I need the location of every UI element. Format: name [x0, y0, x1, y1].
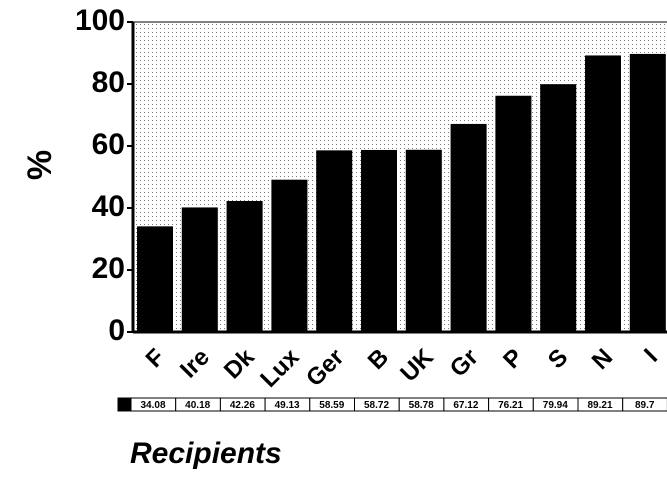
y-tick-label: 20: [92, 252, 125, 285]
bar: [226, 200, 263, 332]
table-value: 76.21: [498, 400, 523, 411]
bar: [495, 95, 532, 333]
x-tick-label: P: [498, 344, 528, 374]
bar: [405, 149, 442, 332]
y-axis-label: %: [21, 150, 59, 180]
bar: [271, 179, 308, 332]
bar: [585, 55, 621, 332]
table-value: 89.7: [635, 400, 655, 411]
table-value: 58.72: [364, 400, 389, 411]
table-value: 58.59: [319, 400, 344, 411]
x-tick-label: Lux: [255, 343, 305, 393]
bar: [629, 53, 666, 333]
bar: [540, 84, 577, 332]
table-value: 79.94: [543, 400, 568, 411]
x-axis-label: Recipients: [130, 437, 282, 470]
table-value: 34.08: [140, 400, 165, 411]
x-tick-label: I: [639, 344, 663, 368]
plot-area: [133, 22, 667, 332]
table-cell: [622, 397, 667, 412]
x-tick-label: Ire: [175, 344, 215, 384]
table-value: 67.12: [453, 400, 478, 411]
bar: [181, 207, 218, 332]
bar: [316, 150, 353, 332]
table-value: 58.78: [409, 400, 434, 411]
bar: [361, 149, 397, 332]
table-value: 42.26: [230, 400, 255, 411]
table-value: 89.21: [587, 400, 612, 411]
x-tick-label: B: [363, 344, 394, 375]
bar: [137, 226, 173, 332]
x-tick-label: UK: [395, 343, 439, 387]
table-value: 49.13: [275, 400, 300, 411]
bar: [450, 123, 487, 332]
legend-key: [117, 397, 132, 412]
x-tick-label: Ger: [301, 344, 349, 392]
y-tick-label: 0: [108, 314, 125, 347]
y-tick-label: 40: [92, 190, 125, 223]
x-tick-label: Dk: [219, 343, 260, 384]
y-tick-label: 60: [92, 128, 125, 161]
y-tick-label: 80: [92, 66, 125, 99]
y-tick-label: 100: [75, 4, 125, 37]
x-tick-label: F: [141, 344, 170, 373]
table-value: 40.18: [185, 400, 210, 411]
x-tick-label: Gr: [445, 344, 484, 383]
x-tick-label: N: [587, 344, 618, 375]
x-tick-label: S: [543, 344, 573, 374]
